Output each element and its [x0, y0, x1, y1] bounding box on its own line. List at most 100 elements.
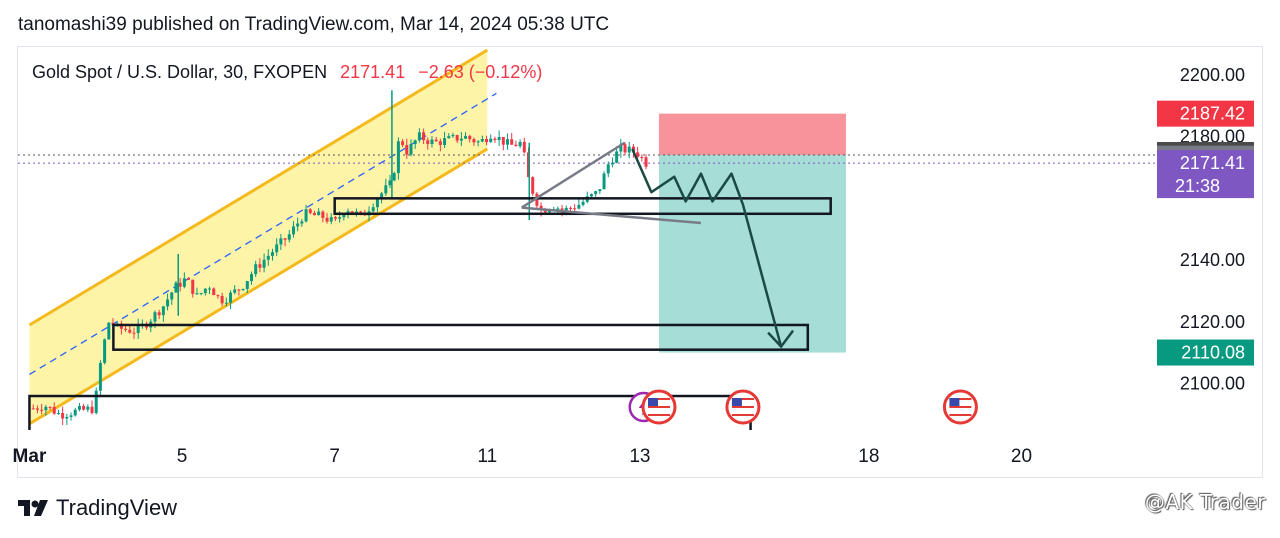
symbol-legend[interactable]: Gold Spot / U.S. Dollar, 30, FXOPEN 2171…	[32, 62, 542, 83]
y-tick-label: 2180.00	[1180, 127, 1245, 147]
candle-body	[291, 226, 295, 235]
candle-body	[396, 141, 400, 174]
candle-body	[124, 328, 128, 330]
candle-body	[401, 141, 405, 145]
candle-body	[48, 406, 52, 408]
candle-body	[308, 209, 312, 214]
candle-body	[380, 193, 384, 200]
candle-body	[262, 259, 266, 268]
us-flag-icon	[725, 389, 761, 425]
candle-body	[405, 144, 409, 155]
candle-body	[203, 288, 207, 294]
flag-stripe	[647, 410, 670, 412]
candle-body	[354, 211, 358, 213]
candle-body	[443, 138, 447, 145]
price-label-bg	[1157, 150, 1254, 199]
candle-body	[422, 132, 426, 141]
candle-body	[409, 144, 413, 155]
candle-body	[312, 213, 316, 216]
candle-body	[589, 194, 593, 197]
candle-body	[501, 136, 505, 145]
y-tick-label: 2120.00	[1180, 312, 1245, 332]
candle-body	[447, 136, 451, 139]
price-change: −2.63 (−0.12%)	[418, 62, 543, 82]
candle-body	[338, 217, 342, 219]
author-watermark: @AK Trader	[1144, 490, 1266, 514]
flag-canton	[647, 398, 658, 406]
flag-stripe	[647, 414, 670, 416]
flag-stripe	[647, 398, 670, 400]
candle-body	[451, 135, 455, 137]
flag-stripe	[949, 414, 972, 416]
candle-body	[606, 164, 610, 174]
price-label: 2171.41	[1180, 153, 1245, 173]
candle-body	[224, 302, 228, 304]
axis-layer: 2100.00 2120.00 2140.00 2180.00 2200.00 Mar 5 7…	[13, 65, 1254, 467]
candle-body	[90, 406, 94, 413]
candle-body	[577, 204, 581, 209]
candle-body	[40, 409, 44, 411]
candle-body	[245, 281, 249, 289]
candle-body	[468, 135, 472, 140]
candle-body	[258, 264, 262, 268]
candle-body	[191, 279, 195, 294]
candle-body	[459, 138, 463, 141]
candle-body	[485, 138, 489, 143]
x-tick-label: Mar	[13, 446, 47, 467]
candle-body	[489, 138, 493, 143]
candle-body	[275, 244, 279, 253]
candle-body	[514, 144, 518, 147]
candle-body	[166, 299, 170, 307]
candle-body	[539, 205, 543, 211]
tradingview-logo-text: TradingView	[56, 495, 178, 520]
x-tick-label: 5	[177, 446, 188, 467]
candle-body	[182, 278, 186, 287]
symbol-name: Gold Spot / U.S. Dollar, 30, FXOPEN	[32, 62, 328, 82]
candle-body	[623, 144, 627, 153]
candle-body	[472, 139, 476, 143]
candle-body	[430, 139, 434, 144]
candle-body	[178, 282, 182, 287]
candle-body	[103, 339, 107, 363]
candle-body	[556, 208, 560, 210]
candle-body	[476, 141, 480, 143]
candle-body	[35, 408, 39, 410]
candle-body	[132, 332, 136, 334]
us-flag-icon	[942, 389, 978, 425]
candle-body	[371, 207, 375, 212]
candle-body	[644, 157, 648, 167]
candle-body	[44, 406, 48, 411]
candle-body	[413, 140, 417, 145]
candle-body	[615, 151, 619, 163]
x-tick-label: 18	[858, 446, 879, 467]
last-price: 2171.41	[340, 62, 406, 82]
x-tick-label: 13	[629, 446, 650, 467]
tradingview-logo[interactable]: TradingView	[18, 495, 177, 521]
candle-body	[52, 406, 56, 414]
stop-loss-zone	[658, 113, 846, 156]
price-label: 2110.08	[1181, 343, 1245, 363]
y-tick-label: 2200.00	[1180, 65, 1245, 85]
candle-body	[564, 207, 568, 211]
candle-body	[195, 293, 199, 295]
candle-body	[359, 211, 363, 213]
candle-body	[279, 238, 283, 245]
candle-body	[438, 141, 442, 145]
candle-body	[426, 140, 430, 144]
flag-stripe	[647, 402, 670, 404]
candle-body	[325, 217, 329, 222]
projection-path	[631, 148, 783, 347]
candle-body	[77, 405, 81, 410]
wedge-trendline	[520, 141, 626, 209]
candle-body	[581, 201, 585, 205]
candle-body	[573, 208, 577, 210]
candle-body	[287, 234, 291, 240]
candle-body	[434, 139, 438, 142]
candle-body	[640, 156, 644, 158]
flag-stripe	[949, 406, 972, 408]
candle-body	[510, 139, 514, 145]
candle-body	[417, 132, 421, 141]
candle-body	[266, 255, 270, 260]
candle-body	[384, 185, 388, 194]
